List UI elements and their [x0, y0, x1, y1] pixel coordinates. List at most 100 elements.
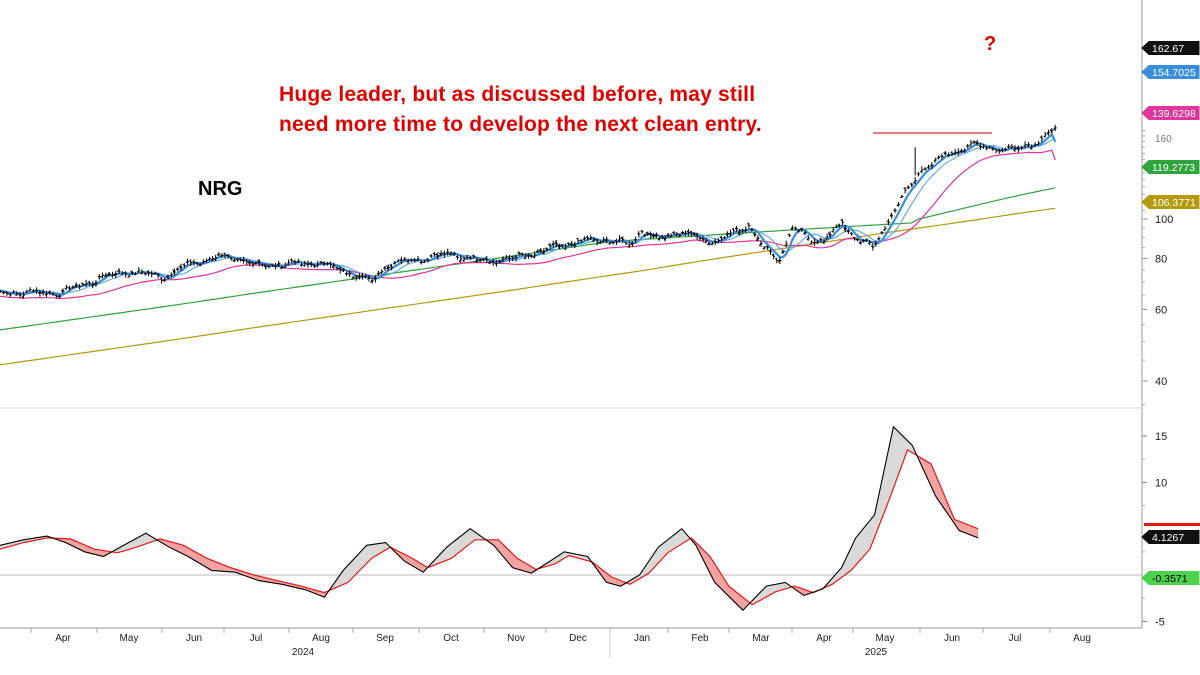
year-label-2025: 2025	[865, 647, 888, 658]
price-bar-open	[936, 156, 939, 160]
osc-fill-segment	[867, 519, 871, 553]
price-bar-open	[1053, 126, 1056, 131]
price-bar-open	[213, 259, 216, 261]
sma-50-line	[0, 149, 1056, 299]
price-bar-open	[1012, 147, 1016, 151]
price-bar-open	[899, 196, 903, 199]
price-bar-open	[560, 244, 563, 248]
price-bar-open	[57, 295, 61, 299]
price-bar-open	[484, 256, 488, 261]
price-bar-open	[465, 256, 468, 258]
price-bar-open	[504, 257, 507, 260]
price-bar-open	[47, 290, 51, 294]
price-bar-open	[216, 253, 220, 256]
price-bar-open	[1049, 129, 1053, 133]
price-bar-open	[943, 151, 946, 155]
osc-fill-segment	[213, 560, 217, 571]
price-bar-open	[41, 292, 44, 295]
price-bar-open	[458, 259, 462, 263]
price-bar-open	[195, 262, 198, 264]
price-bar-open	[1043, 135, 1046, 138]
price-bar-open	[1039, 135, 1043, 139]
price-tick-label-100: 100	[1155, 214, 1173, 226]
price-bar-open	[445, 251, 448, 254]
price-bar-open	[671, 231, 675, 234]
price-bar-open	[620, 236, 624, 241]
price-bar-open	[399, 258, 402, 263]
price-bar-open	[335, 266, 338, 269]
price-bar-open	[156, 273, 159, 276]
price-bar-open	[392, 261, 396, 265]
annotation-line-1: Huge leader, but as discussed before, ma…	[279, 83, 756, 106]
osc-value-label-0: 4.1267	[1152, 532, 1184, 544]
osc-fill-segment	[672, 533, 675, 551]
price-bar-open	[1046, 131, 1049, 136]
month-label-15: Jul	[1009, 633, 1022, 644]
price-bar-open	[787, 233, 790, 236]
price-bar-open	[755, 236, 759, 241]
price-tick-label-top: 160	[1155, 134, 1172, 145]
price-bar-open	[250, 261, 254, 264]
price-bar-open	[429, 254, 432, 257]
price-bar-open	[669, 235, 672, 238]
price-bar-open	[260, 263, 263, 267]
month-label-5: Sep	[376, 633, 394, 644]
price-bar-open	[406, 260, 409, 263]
price-bar-open	[360, 274, 363, 277]
price-bar-open	[481, 258, 484, 261]
price-bar-open	[448, 251, 452, 256]
price-bar-open	[978, 145, 981, 147]
price-bar-open	[338, 267, 341, 270]
sma-10-line	[0, 132, 1057, 297]
price-bars	[0, 124, 1057, 299]
price-bar-open	[185, 261, 188, 264]
osc-fill-segment	[862, 525, 866, 558]
price-bar-open	[117, 269, 120, 272]
osc-fill-segment	[455, 537, 459, 556]
price-bar-open	[896, 204, 899, 207]
osc-fill-segment	[973, 526, 976, 538]
price-bar-open	[103, 274, 107, 277]
month-label-2: Jun	[186, 633, 202, 644]
price-bar-open	[551, 243, 554, 246]
price-bar-open	[232, 259, 235, 263]
month-label-1: May	[120, 633, 139, 644]
price-bar-open	[588, 237, 592, 240]
price-bar-open	[526, 254, 529, 256]
month-label-0: Apr	[55, 633, 71, 644]
price-bar-open	[916, 173, 919, 175]
osc-fill-segment	[465, 530, 469, 548]
price-bar-open	[950, 151, 953, 153]
price-bar-open	[28, 289, 31, 292]
price-bar-open	[497, 260, 501, 263]
price-bar-open	[538, 249, 542, 253]
price-bar-open	[627, 245, 630, 248]
price-bar-open	[645, 231, 649, 235]
price-bar-open	[37, 291, 41, 295]
price-value-label-1: 154.7025	[1152, 67, 1196, 79]
price-bar-open	[582, 237, 585, 241]
osc-fill-segment	[451, 541, 454, 559]
osc-fill-segment	[963, 522, 967, 534]
osc-fill-segment	[350, 559, 353, 581]
osc-fill-segment	[448, 543, 452, 560]
price-bar-open	[864, 239, 867, 242]
price-bar-open	[1029, 146, 1033, 150]
annotation-line-2: need more time to develop the next clean…	[279, 113, 762, 136]
price-bar-open	[815, 241, 818, 244]
price-bar-open	[363, 275, 367, 278]
price-bar-open	[683, 232, 686, 235]
month-label-8: Dec	[569, 633, 587, 644]
osc-tick-label-2: 15	[1155, 431, 1167, 443]
osc-fill-segment	[467, 528, 471, 546]
price-bar-open	[322, 261, 325, 266]
price-bar-open	[507, 256, 510, 259]
month-label-14: Jun	[944, 633, 960, 644]
price-bar-open	[146, 270, 149, 275]
price-bar-open	[123, 271, 126, 274]
price-bar-open	[357, 274, 360, 279]
price-bar-open	[831, 230, 834, 233]
price-bar-open	[254, 262, 257, 265]
price-bar-open	[517, 251, 520, 254]
price-bar-open	[279, 266, 283, 269]
